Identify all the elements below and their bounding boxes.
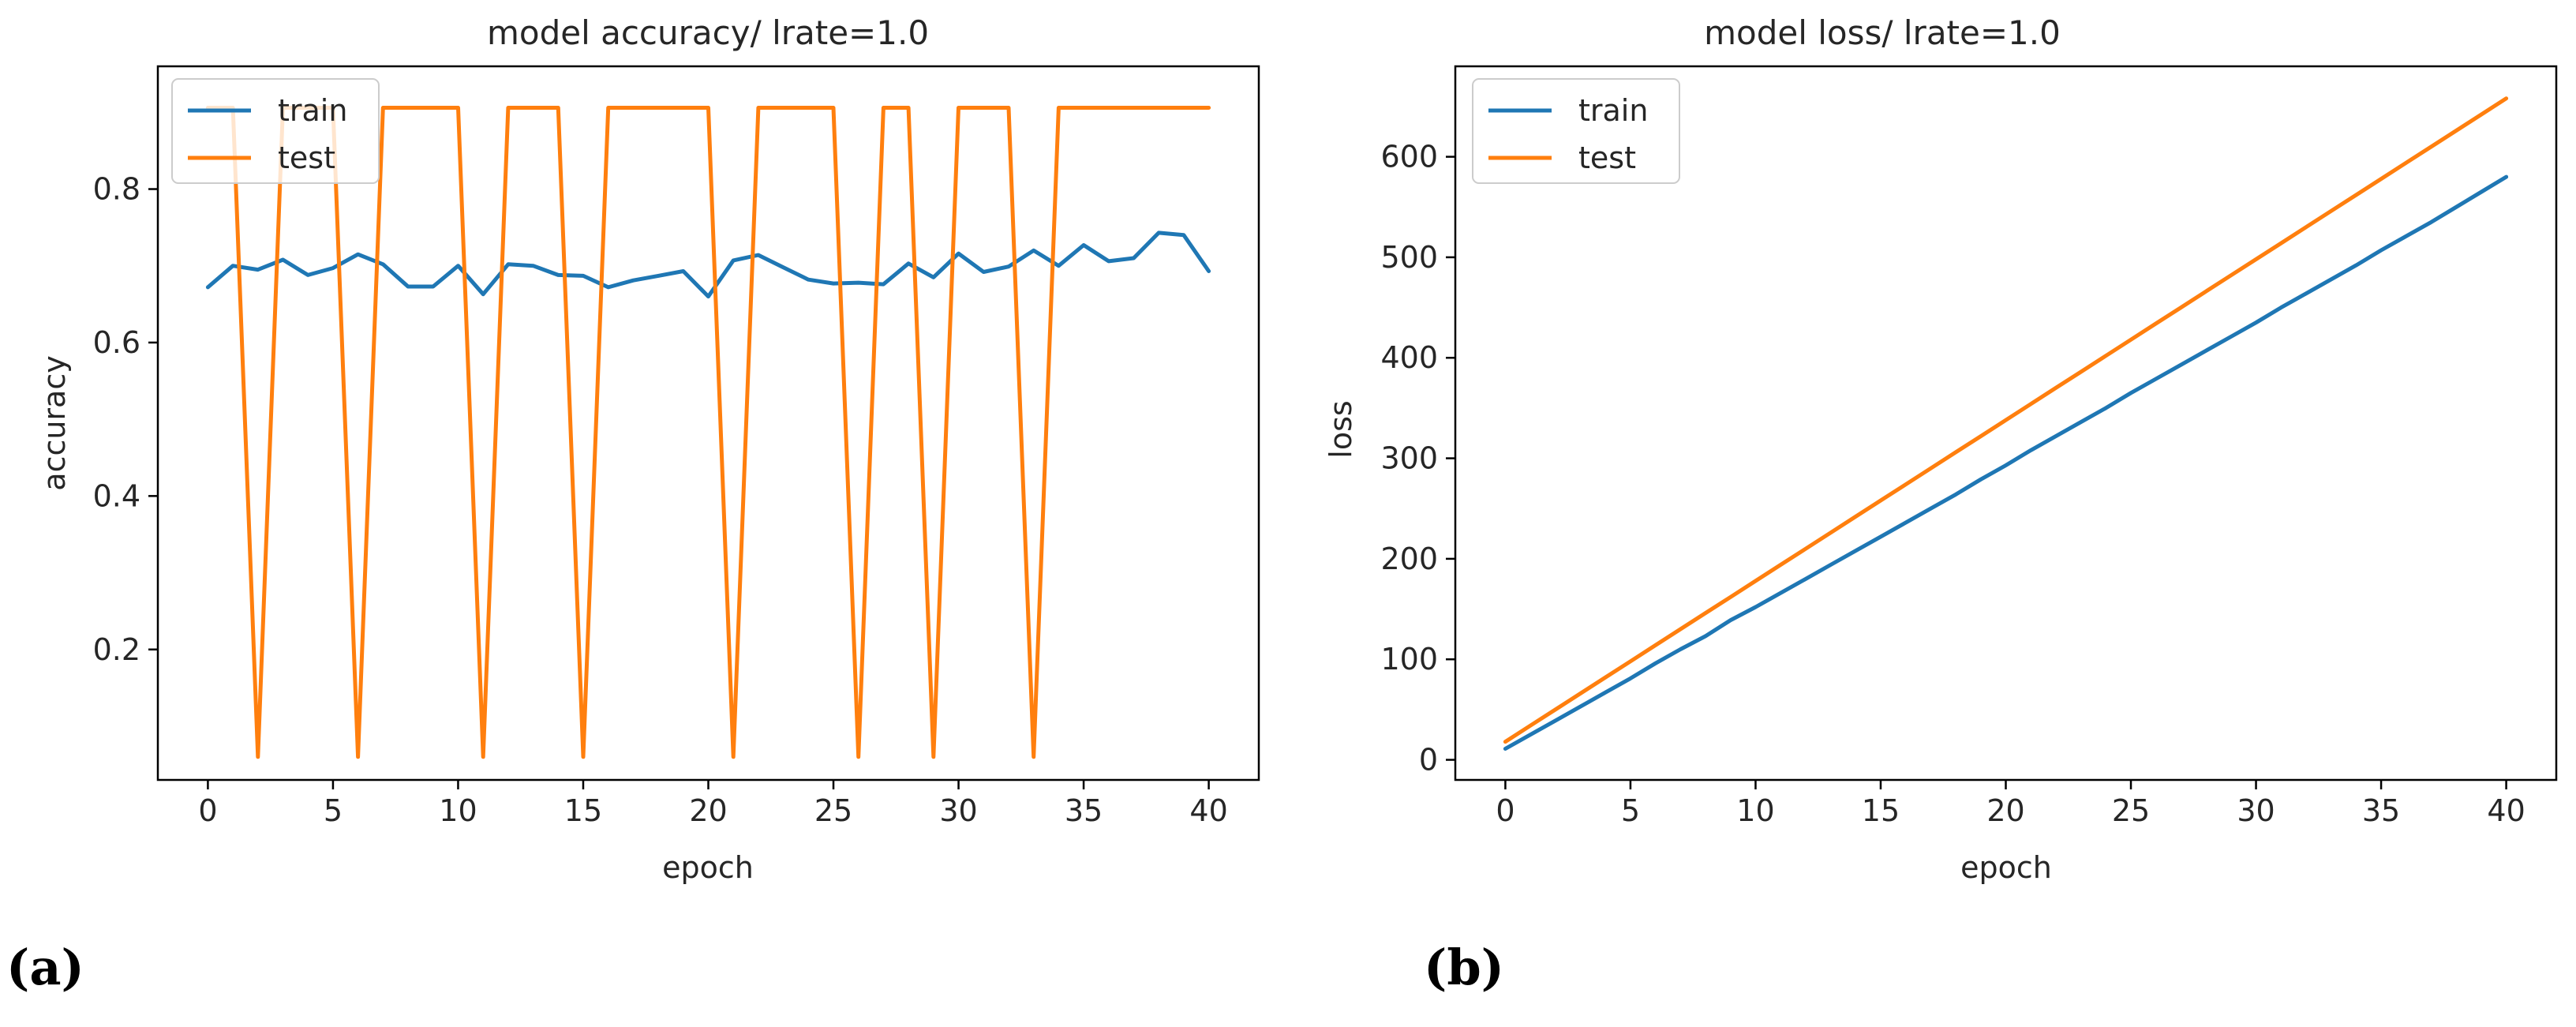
accuracy-chart: model accuracy/ lrate=1.0 0 5 10 15 20 25 30 35… xyxy=(6,13,1260,996)
x-tick-label: 15 xyxy=(564,793,602,828)
y-tick-label: 600 xyxy=(1380,140,1438,174)
legend-train-label: train xyxy=(1578,93,1648,128)
y-tick-label: 500 xyxy=(1380,240,1438,275)
x-tick-label: 10 xyxy=(439,793,477,828)
x-axis-label: epoch xyxy=(1960,850,2052,885)
chart-title: model accuracy/ lrate=1.0 xyxy=(487,13,929,52)
x-tick-label: 40 xyxy=(1189,793,1227,828)
y-tick-label: 100 xyxy=(1380,642,1438,677)
x-tick-label: 15 xyxy=(1862,793,1900,828)
x-tick-label: 30 xyxy=(2237,793,2275,828)
x-tick-label: 35 xyxy=(2362,793,2400,828)
legend-box xyxy=(1472,78,1680,184)
x-tick-label: 25 xyxy=(2112,793,2150,828)
plot-area xyxy=(156,65,1260,781)
y-tick-label: 0.8 xyxy=(93,172,140,207)
x-tick-label: 0 xyxy=(1496,793,1515,828)
panel-label: (b) xyxy=(1424,939,1504,996)
legend-test-label: test xyxy=(278,141,335,175)
x-tick-label: 20 xyxy=(1986,793,2024,828)
y-tick-label: 200 xyxy=(1380,542,1438,576)
x-tick-label: 40 xyxy=(2487,793,2525,828)
x-tick-label: 35 xyxy=(1065,793,1103,828)
y-tick-label: 0.6 xyxy=(93,325,140,360)
series-lines xyxy=(1503,96,2509,751)
x-tick-label: 10 xyxy=(1736,793,1774,828)
y-axis-label: accuracy xyxy=(37,355,72,490)
legend-train-label: train xyxy=(278,93,347,128)
y-tick-label: 0.4 xyxy=(93,478,140,513)
chart-title: model loss/ lrate=1.0 xyxy=(1704,13,2061,52)
series-lines xyxy=(205,106,1211,759)
legend: train test xyxy=(171,78,380,184)
loss-chart: model loss/ lrate=1.0 0 5 10 15 20 25 30 35 4001… xyxy=(1324,13,2558,996)
x-tick-label: 20 xyxy=(689,793,727,828)
y-axis-label: loss xyxy=(1324,400,1358,458)
series-line-train xyxy=(1503,174,2509,751)
x-tick-label: 0 xyxy=(198,793,217,828)
series-line-test xyxy=(1503,96,2509,744)
series-line-train xyxy=(205,231,1211,299)
series-line-test xyxy=(205,106,1211,759)
x-tick-label: 25 xyxy=(814,793,852,828)
legend-test-label: test xyxy=(1578,141,1636,175)
x-tick-label: 5 xyxy=(324,793,343,828)
legend: train test xyxy=(1472,78,1680,184)
y-tick-label: 300 xyxy=(1380,441,1438,476)
y-tick-label: 0 xyxy=(1419,743,1438,778)
panel-label: (a) xyxy=(6,939,84,996)
y-tick-label: 400 xyxy=(1380,340,1438,375)
legend-box xyxy=(171,78,380,184)
axis-ticks: 0 5 10 15 20 25 30 35 40 0.2 0.4 0.6 0.8 xyxy=(93,172,1228,828)
x-tick-label: 5 xyxy=(1621,793,1640,828)
x-tick-label: 30 xyxy=(939,793,977,828)
x-axis-label: epoch xyxy=(662,850,754,885)
y-tick-label: 0.2 xyxy=(93,632,140,667)
